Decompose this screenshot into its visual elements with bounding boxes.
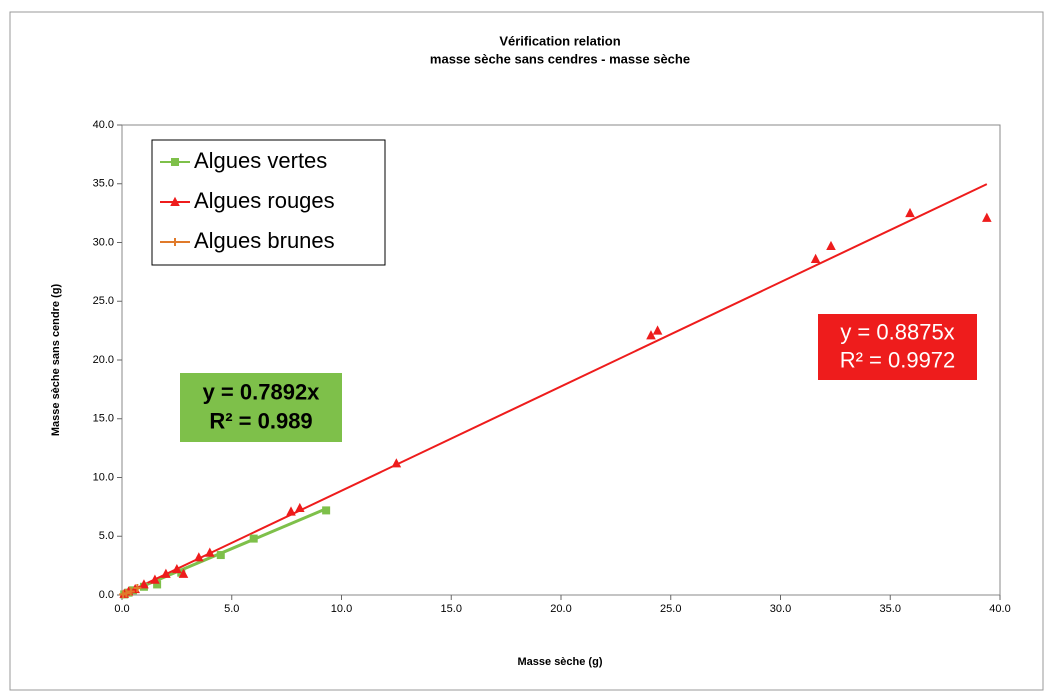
y-tick-label: 0.0 (99, 589, 114, 601)
marker (172, 563, 182, 574)
marker (178, 568, 189, 578)
marker (139, 579, 149, 589)
trendline (121, 183, 988, 596)
x-tick-label: 15.0 (441, 603, 462, 615)
x-tick-label: 40.0 (989, 603, 1010, 615)
marker (391, 458, 402, 468)
y-axis-label: Masse sèche sans cendre (g) (50, 284, 62, 437)
marker (205, 547, 215, 557)
marker (982, 212, 992, 222)
marker (249, 534, 258, 543)
chart-subtitle: masse sèche sans cendres - masse sèche (430, 51, 690, 66)
marker (126, 587, 135, 596)
x-tick-label: 0.0 (114, 603, 129, 615)
marker (810, 253, 821, 263)
marker (826, 240, 836, 251)
y-tick-label: 10.0 (93, 471, 114, 483)
marker (646, 330, 656, 340)
marker (171, 158, 179, 166)
legend-label: Algues brunes (194, 228, 335, 253)
legend-label: Algues rouges (194, 188, 335, 213)
trendline-equation: y = 0.8875x (840, 320, 954, 345)
y-tick-label: 20.0 (93, 354, 114, 366)
marker (170, 196, 180, 206)
marker (652, 325, 663, 335)
x-axis-label: Masse sèche (g) (518, 656, 603, 668)
marker (122, 589, 131, 598)
trendline-box (180, 373, 342, 442)
marker (294, 502, 305, 513)
marker (286, 506, 296, 516)
marker (194, 552, 204, 562)
marker (905, 207, 915, 218)
x-tick-label: 25.0 (660, 603, 681, 615)
marker (216, 551, 225, 560)
marker (171, 238, 179, 246)
marker (133, 583, 142, 592)
y-tick-label: 40.0 (93, 119, 114, 131)
trendline-r2: R² = 0.9972 (840, 347, 956, 372)
x-tick-label: 10.0 (331, 603, 352, 615)
marker (161, 568, 171, 578)
trendline-box (818, 314, 977, 380)
y-tick-label: 35.0 (93, 178, 114, 190)
y-tick-label: 25.0 (93, 295, 114, 307)
y-tick-label: 15.0 (93, 413, 114, 425)
chart-title: Vérification relation (499, 33, 620, 48)
trendline-r2: R² = 0.989 (209, 408, 312, 433)
legend (151, 139, 386, 266)
x-tick-label: 5.0 (224, 603, 239, 615)
y-tick-label: 30.0 (93, 236, 114, 248)
x-tick-label: 20.0 (550, 603, 571, 615)
x-tick-label: 30.0 (770, 603, 791, 615)
trendline-equation: y = 0.7892x (203, 380, 321, 405)
marker (153, 580, 162, 589)
legend-label: Algues vertes (194, 148, 327, 173)
y-tick-label: 5.0 (99, 530, 114, 542)
marker (322, 506, 331, 515)
x-tick-label: 35.0 (880, 603, 901, 615)
marker (150, 574, 160, 584)
